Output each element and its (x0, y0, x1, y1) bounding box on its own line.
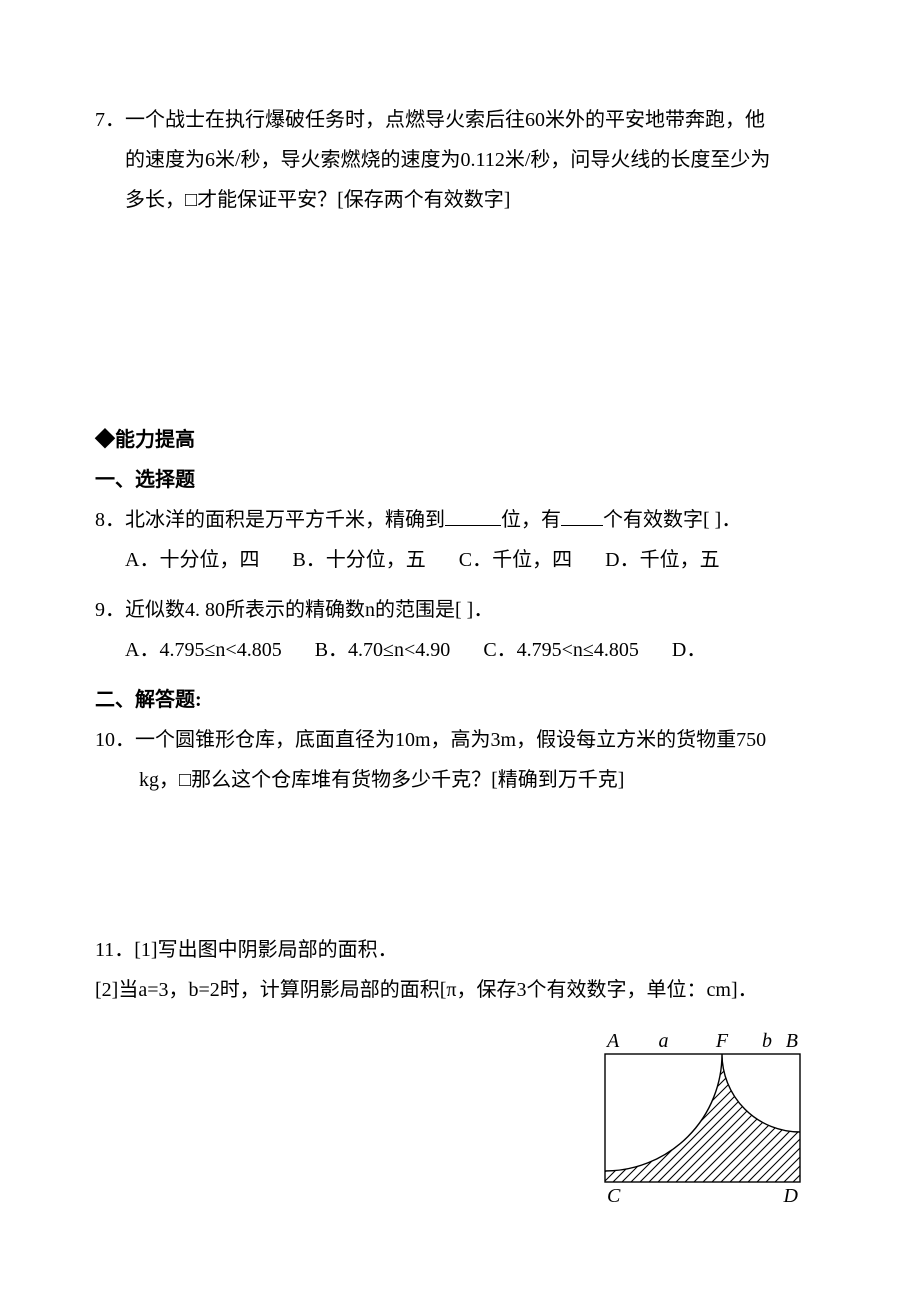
svg-text:B: B (786, 1030, 798, 1052)
q8-stem: 8．北冰洋的面积是万平方千米，精确到 位，有 个有效数字[ ]． (95, 500, 825, 540)
q8-stem-c: 个有效数字[ ]． (603, 509, 741, 531)
q7-line2: 的速度为6米/秒，导火索燃烧的速度为0.112米/秒，问导火线的长度至少为 (95, 140, 825, 180)
q8-option-b: B．十分位，五 (292, 540, 425, 580)
q9-option-d: D． (672, 630, 706, 670)
q8-stem-a: 8．北冰洋的面积是万平方千米，精确到 (95, 509, 445, 531)
section-mc-title: 一、选择题 (95, 460, 825, 500)
q11-line2: [2]当a=3，b=2时，计算阴影局部的面积[π，保存3个有效数字，单位：cm]… (95, 970, 825, 1010)
question-8: 8．北冰洋的面积是万平方千米，精确到 位，有 个有效数字[ ]． A．十分位，四 B… (95, 500, 825, 580)
q9-option-b: B．4.70≤n<4.90 (315, 630, 451, 670)
section-ability-title: ◆能力提高 (95, 420, 825, 460)
question-7: 7．一个战士在执行爆破任务时，点燃导火索后往60米外的平安地带奔跑，他 的速度为… (95, 100, 825, 220)
q9-options: A．4.795≤n<4.805 B．4.70≤n<4.90 C．4.795<n≤… (95, 630, 825, 670)
blank-field (445, 506, 501, 526)
figure-container: Aa FbB C D (95, 1028, 825, 1203)
svg-text:D: D (783, 1185, 799, 1203)
q9-stem: 9．近似数4. 80所表示的精确数n的范围是[ ]． (95, 590, 825, 630)
q7-line3: 多长，□才能保证平安？[保存两个有效数字] (95, 180, 825, 220)
q7-line1: 7．一个战士在执行爆破任务时，点燃导火索后往60米外的平安地带奔跑，他 (95, 100, 825, 140)
svg-text:A: A (605, 1030, 620, 1052)
blank-field (561, 506, 603, 526)
q8-option-a: A．十分位，四 (125, 540, 259, 580)
svg-text:F: F (715, 1030, 729, 1052)
question-11: 11．[1]写出图中阴影局部的面积． [2]当a=3，b=2时，计算阴影局部的面… (95, 930, 825, 1010)
svg-text:b: b (762, 1030, 772, 1052)
q8-stem-b: 位，有 (501, 509, 561, 531)
section-ans-title: 二、解答题: (95, 680, 825, 720)
q9-option-c: C．4.795<n≤4.805 (483, 630, 639, 670)
q8-options: A．十分位，四 B．十分位，五 C．千位，四 D．千位，五 (95, 540, 825, 580)
q8-option-d: D．千位，五 (605, 540, 719, 580)
question-10: 10．一个圆锥形仓库，底面直径为10m，高为3m，假设每立方米的货物重750 k… (95, 720, 825, 800)
svg-text:C: C (607, 1185, 621, 1203)
svg-text:a: a (659, 1030, 669, 1052)
q8-option-c: C．千位，四 (459, 540, 572, 580)
q10-line1: 10．一个圆锥形仓库，底面直径为10m，高为3m，假设每立方米的货物重750 (95, 720, 825, 760)
q11-line1: 11．[1]写出图中阴影局部的面积． (95, 930, 825, 970)
q9-option-a: A．4.795≤n<4.805 (125, 630, 282, 670)
question-9: 9．近似数4. 80所表示的精确数n的范围是[ ]． A．4.795≤n<4.8… (95, 590, 825, 670)
geometry-diagram: Aa FbB C D (585, 1028, 815, 1203)
q10-line2: kg，□那么这个仓库堆有货物多少千克？[精确到万千克] (95, 760, 825, 800)
